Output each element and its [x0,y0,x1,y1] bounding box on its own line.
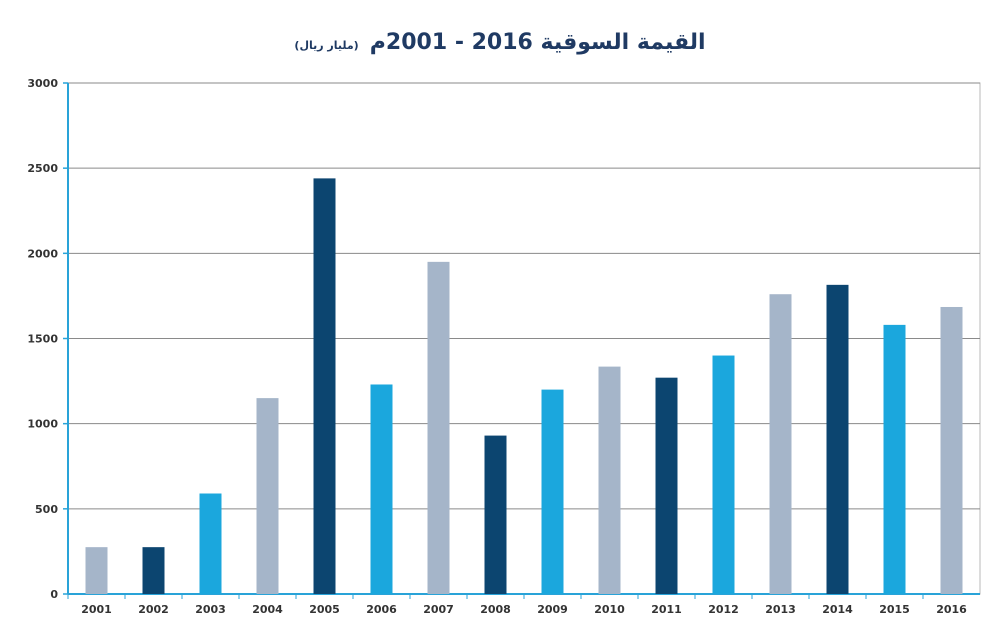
x-tick-label: 2004 [252,603,283,616]
bar-2005 [313,178,336,595]
y-tick-label: 3000 [27,77,58,90]
bar-2004 [256,398,279,594]
x-tick-label: 2008 [480,603,511,616]
bar-2015 [883,324,906,594]
y-tick-label: 1000 [27,418,58,431]
chart-unit: (مليار ريال) [294,39,359,52]
x-tick-label: 2011 [651,603,682,616]
y-tick-label: 0 [50,588,58,601]
x-tick-label: 2013 [765,603,796,616]
y-tick-label: 2500 [27,162,58,175]
chart-title: القيمة السوقية 2016 - 2001م (مليار ريال) [0,30,1000,55]
x-tick-label: 2002 [138,603,169,616]
x-tick-label: 2010 [594,603,625,616]
bar-2011 [655,377,678,594]
x-tick-label: 2015 [879,603,910,616]
bar-2001 [85,547,108,594]
bar-2014 [826,284,849,594]
x-tick-label: 2001 [81,603,112,616]
bar-2002 [142,547,165,594]
bar-2007 [427,261,450,594]
x-tick-label: 2006 [366,603,397,616]
bar-2010 [598,366,621,594]
x-tick-label: 2014 [822,603,853,616]
bar-2009 [541,389,564,594]
bar-2006 [370,384,393,594]
bar-2016 [940,306,963,594]
y-tick-label: 2000 [27,247,58,260]
x-tick-label: 2007 [423,603,454,616]
bar-2012 [712,355,735,594]
chart-title-text: القيمة السوقية 2016 - 2001م [369,30,706,55]
x-tick-label: 2012 [708,603,739,616]
y-tick-label: 500 [35,503,58,516]
x-tick-label: 2003 [195,603,226,616]
bar-2008 [484,435,507,594]
bar-2003 [199,493,222,594]
x-tick-label: 2005 [309,603,340,616]
y-tick-label: 1500 [27,333,58,346]
x-tick-label: 2016 [936,603,967,616]
bar-2013 [769,294,792,594]
x-tick-label: 2009 [537,603,568,616]
